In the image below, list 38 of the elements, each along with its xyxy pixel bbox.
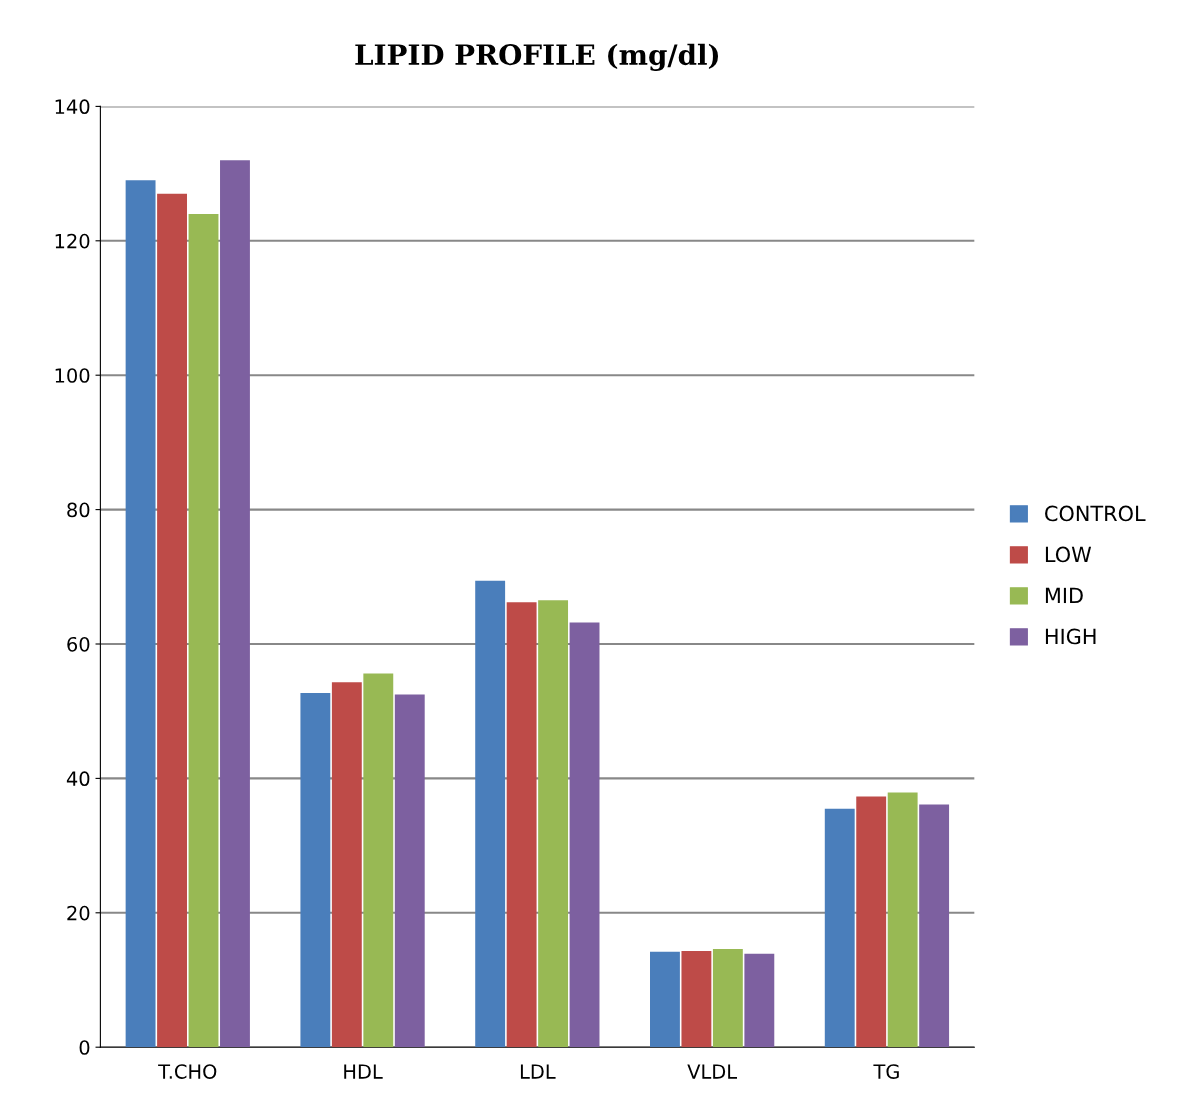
bar <box>824 808 855 1048</box>
y-tick-label: 40 <box>66 771 90 787</box>
bar <box>569 622 600 1048</box>
bar <box>919 804 950 1048</box>
bar <box>887 792 918 1048</box>
bar <box>188 213 219 1048</box>
bar <box>475 580 506 1048</box>
bar <box>363 673 394 1048</box>
bar <box>331 682 362 1048</box>
bar <box>712 949 743 1048</box>
bar <box>394 694 425 1048</box>
legend-label: MID <box>1045 587 1083 604</box>
legend-label: CONTROL <box>1045 505 1146 522</box>
y-tick-label: 140 <box>55 99 90 115</box>
y-tick-label: 20 <box>67 905 90 921</box>
bar <box>125 180 156 1048</box>
x-tick-label: LDL <box>520 1064 556 1079</box>
bar <box>744 953 775 1048</box>
bar <box>538 600 569 1048</box>
y-tick-label: 0 <box>79 1040 90 1055</box>
bar <box>681 951 712 1048</box>
bar <box>650 951 680 1048</box>
bar <box>157 193 187 1048</box>
bar <box>506 602 537 1048</box>
chart-title: LIPID PROFILE (mg/dl) <box>355 43 719 71</box>
y-tick-label: 120 <box>55 233 90 249</box>
bar <box>300 693 331 1048</box>
y-tick-label: 80 <box>67 502 90 518</box>
bar <box>220 160 250 1048</box>
bar <box>856 796 887 1048</box>
y-tick-label: 60 <box>67 636 90 652</box>
legend-label: LOW <box>1045 546 1092 563</box>
x-tick-label: TG <box>873 1064 899 1079</box>
x-tick-label: HDL <box>344 1064 383 1079</box>
y-tick-label: 100 <box>55 368 90 383</box>
legend-label: HIGH <box>1045 628 1096 645</box>
x-tick-label: VLDL <box>687 1064 738 1079</box>
x-tick-label: T.CHO <box>158 1064 217 1079</box>
